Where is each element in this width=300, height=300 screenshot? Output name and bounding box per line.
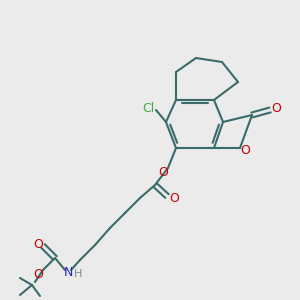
Text: O: O <box>240 145 250 158</box>
Text: O: O <box>158 166 168 178</box>
Text: O: O <box>169 191 179 205</box>
Text: O: O <box>33 238 43 250</box>
Text: N: N <box>63 266 73 278</box>
Text: Cl: Cl <box>142 101 154 115</box>
Text: H: H <box>74 269 82 279</box>
Text: O: O <box>33 268 43 281</box>
Text: O: O <box>271 101 281 115</box>
